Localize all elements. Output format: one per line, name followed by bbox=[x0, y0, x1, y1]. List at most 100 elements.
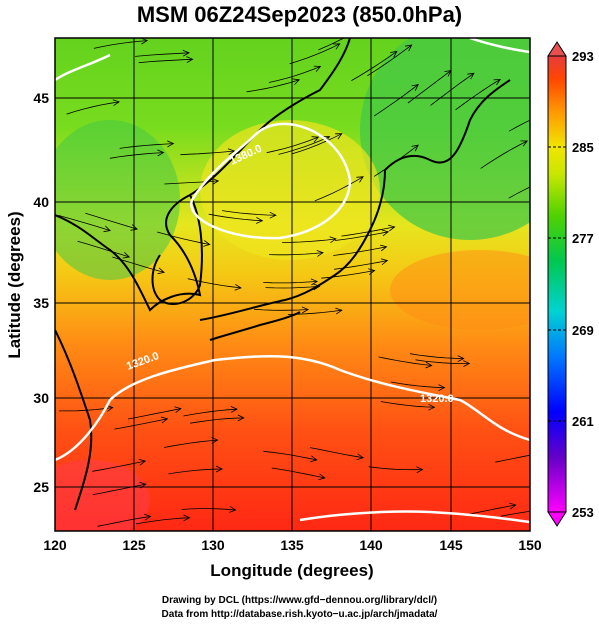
x-tick-150: 150 bbox=[518, 537, 542, 553]
streamline-arrowhead bbox=[329, 236, 337, 244]
streamline-arrowhead bbox=[167, 140, 175, 148]
streamline-arrowhead bbox=[438, 384, 446, 391]
streamline-arrowhead bbox=[237, 414, 245, 422]
y-tick-25: 25 bbox=[33, 479, 49, 495]
streamline-arrowhead bbox=[416, 466, 424, 474]
y-tick-35: 35 bbox=[33, 295, 49, 311]
streamline bbox=[333, 246, 387, 256]
y-axis-label: Latitude (degrees) bbox=[5, 211, 24, 358]
streamline bbox=[127, 408, 181, 420]
streamline bbox=[92, 483, 146, 495]
streamline bbox=[378, 356, 432, 366]
streamline-arrowhead bbox=[457, 355, 465, 362]
streamline bbox=[181, 508, 236, 511]
streamline bbox=[289, 43, 340, 65]
streamline bbox=[462, 504, 516, 516]
streamline bbox=[77, 240, 130, 258]
streamline bbox=[135, 52, 190, 57]
colorbar bbox=[547, 41, 567, 527]
streamline-arrowhead bbox=[186, 56, 194, 63]
streamline-arrowhead bbox=[230, 406, 238, 413]
streamline bbox=[282, 238, 336, 243]
streamline bbox=[314, 176, 364, 202]
credit-drawing: Drawing by DCL (https://www.gfd−dennou.o… bbox=[161, 595, 438, 606]
streamline-arrowhead bbox=[122, 252, 131, 259]
streamline-arrowhead bbox=[181, 38, 183, 39]
credit-data: Data from http://database.rish.kyoto−u.a… bbox=[161, 609, 438, 620]
y-tick-30: 30 bbox=[33, 390, 49, 406]
streamline-arrowhead bbox=[215, 465, 223, 473]
streamline bbox=[109, 152, 164, 159]
streamline-arrowhead bbox=[316, 250, 324, 257]
x-axis-label: Longitude (degrees) bbox=[210, 561, 373, 580]
streamline bbox=[183, 408, 238, 417]
streamline-arrowhead bbox=[411, 144, 419, 152]
lat-lon-grid bbox=[55, 38, 530, 531]
x-tick-labels: 120 125 130 135 140 145 150 bbox=[43, 537, 542, 553]
streamline bbox=[266, 136, 319, 154]
streamline-arrowhead bbox=[335, 133, 343, 140]
y-tick-labels: 25 30 35 40 45 bbox=[33, 90, 49, 495]
streamline-arrowhead bbox=[425, 361, 433, 369]
streamline bbox=[278, 136, 330, 155]
streamline-arrowhead bbox=[292, 78, 301, 85]
streamline bbox=[508, 119, 530, 132]
streamline-arrowhead bbox=[310, 455, 318, 463]
streamline bbox=[208, 213, 263, 222]
x-tick-145: 145 bbox=[439, 537, 463, 553]
colorbar-tick-269: 269 bbox=[572, 323, 594, 338]
streamline-arrowhead bbox=[405, 44, 413, 52]
height-contours bbox=[55, 38, 530, 524]
streamline bbox=[135, 517, 190, 525]
streamline-arrowhead bbox=[157, 149, 165, 157]
streamline-arrowhead bbox=[103, 225, 111, 233]
streamline-arrowhead bbox=[112, 99, 120, 106]
streamline bbox=[310, 447, 364, 459]
coastlines bbox=[55, 38, 511, 511]
streamline-arrowhead bbox=[381, 229, 390, 237]
streamline bbox=[430, 72, 475, 106]
streamline bbox=[373, 84, 419, 117]
streamline bbox=[97, 516, 151, 527]
streamline bbox=[222, 210, 276, 216]
streamline-arrowhead bbox=[318, 473, 326, 481]
streamline bbox=[114, 418, 168, 430]
streamline bbox=[268, 66, 321, 83]
streamline-arrowhead bbox=[157, 267, 165, 275]
colorbar-tick-293: 293 bbox=[572, 49, 594, 64]
streamline bbox=[119, 143, 174, 149]
streamline bbox=[415, 359, 470, 364]
streamline-arrowhead bbox=[140, 38, 149, 45]
streamline-arrowhead bbox=[380, 258, 389, 266]
streamline-arrowhead bbox=[256, 217, 264, 224]
x-tick-140: 140 bbox=[359, 537, 383, 553]
streamline bbox=[380, 401, 435, 408]
colorbar-tick-253: 253 bbox=[572, 505, 594, 520]
streamline bbox=[334, 231, 389, 241]
streamline-arrowhead bbox=[467, 72, 475, 80]
streamline-arrowhead bbox=[229, 506, 237, 513]
streamline bbox=[271, 467, 325, 479]
streamline bbox=[269, 252, 324, 256]
streamline-arrowhead bbox=[203, 240, 211, 247]
streamline-arrowhead bbox=[182, 49, 190, 57]
streamline bbox=[501, 510, 530, 517]
map-title: MSM 06Z24Sep2023 (850.0hPa) bbox=[136, 2, 463, 27]
streamline-arrowhead bbox=[311, 136, 320, 143]
streamline bbox=[246, 79, 300, 93]
streamline bbox=[138, 58, 193, 64]
streamline-arrowhead bbox=[310, 278, 318, 286]
streamline-arrowhead bbox=[313, 65, 322, 72]
streamline-arrowhead bbox=[411, 84, 419, 91]
streamline-arrowhead bbox=[227, 148, 236, 156]
streamline bbox=[58, 215, 111, 231]
x-tick-135: 135 bbox=[280, 537, 304, 553]
streamline-arrowhead bbox=[183, 514, 191, 522]
streamline bbox=[495, 454, 530, 463]
streamline-arrowhead bbox=[211, 178, 220, 185]
streamline bbox=[409, 353, 464, 359]
streamline bbox=[351, 51, 398, 81]
streamline-arrowhead bbox=[390, 50, 398, 58]
x-tick-120: 120 bbox=[43, 537, 67, 553]
streamline-arrowhead bbox=[269, 211, 277, 219]
